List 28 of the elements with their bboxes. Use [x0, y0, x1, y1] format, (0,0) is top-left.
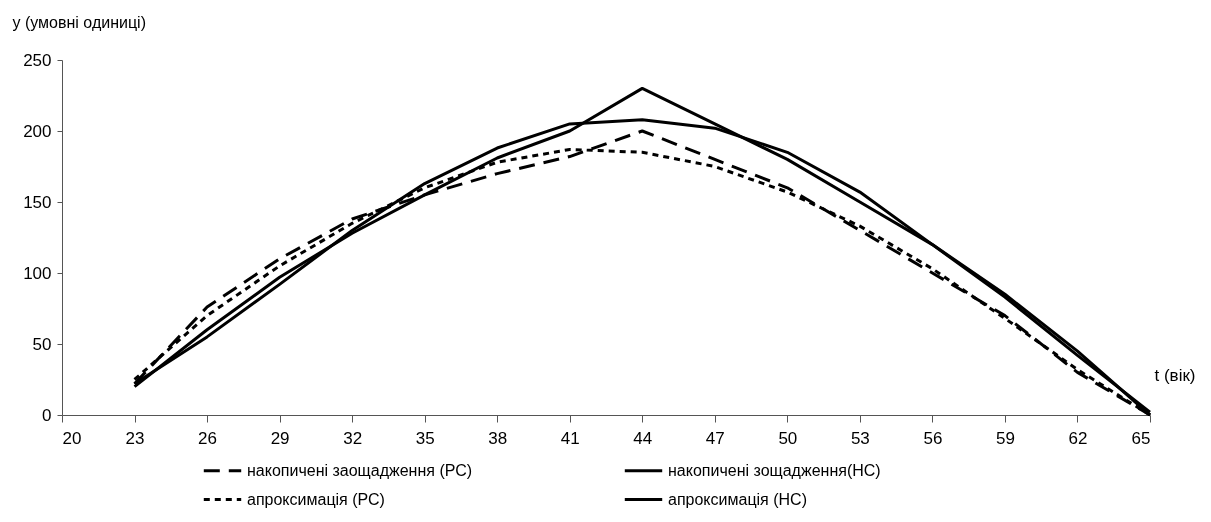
x-tick-label: 41	[560, 428, 580, 448]
x-tick-label: 56	[923, 428, 943, 448]
y-tick-label: 150	[23, 192, 52, 212]
x-tick-label: 29	[270, 428, 290, 448]
x-axis-title: t (вік)	[1154, 365, 1196, 385]
x-tick-label: 47	[705, 428, 725, 448]
x-tick-label: 44	[633, 428, 653, 448]
x-tick-label: 20	[62, 428, 82, 448]
x-tick-label: 53	[850, 428, 870, 448]
x-tick-label: 32	[343, 428, 363, 448]
y-tick-label: 0	[42, 405, 52, 425]
x-tick-label: 23	[125, 428, 145, 448]
y-tick-label: 200	[23, 121, 52, 141]
legend-label: апроксимація (НС)	[668, 490, 807, 508]
y-axis-title: y (умовні одиниці)	[12, 13, 146, 31]
x-tick-label: 65	[1131, 428, 1151, 448]
x-tick-label: 38	[488, 428, 508, 448]
y-tick-label: 100	[23, 263, 52, 283]
y-tick-label: 50	[32, 334, 52, 354]
x-tick-label: 62	[1068, 428, 1088, 448]
x-tick-label: 35	[415, 428, 435, 448]
legend-label: апроксимація (РС)	[247, 490, 385, 508]
y-tick-label: 250	[23, 50, 52, 70]
legend-label: накопичені заощадження (РС)	[247, 461, 473, 479]
x-tick-label: 50	[778, 428, 798, 448]
x-tick-label: 59	[995, 428, 1015, 448]
x-tick-label: 26	[198, 428, 218, 448]
legend-label: накопичені зощадження(НС)	[668, 461, 881, 479]
